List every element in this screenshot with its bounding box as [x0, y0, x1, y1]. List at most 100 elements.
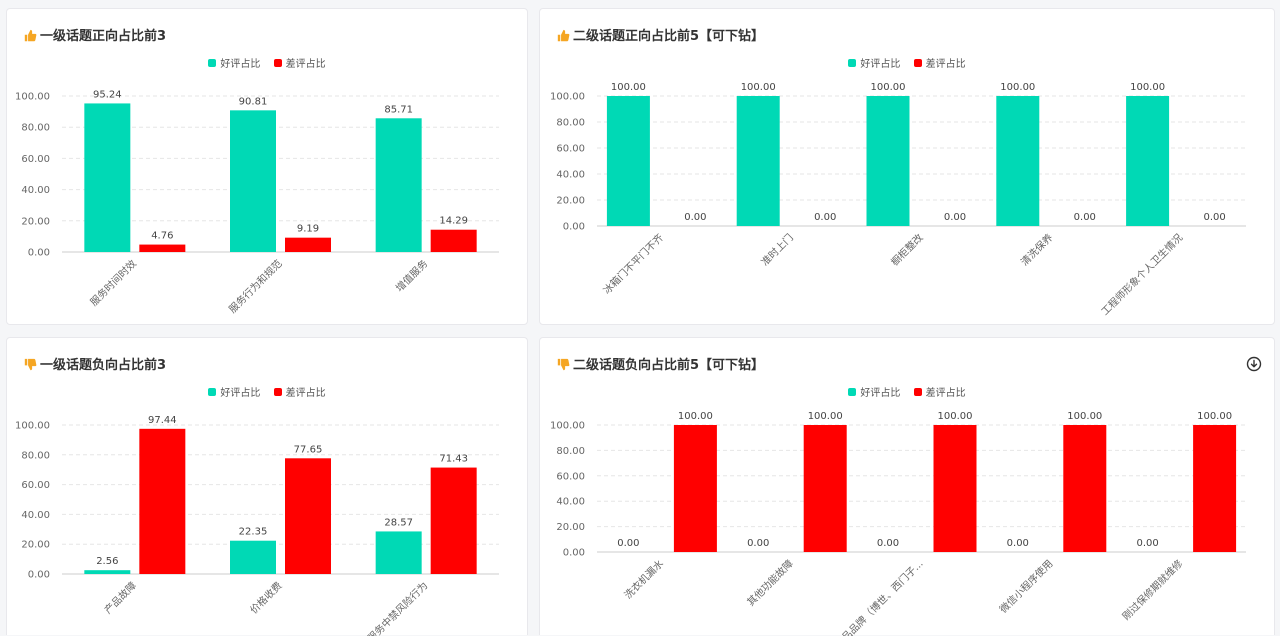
x-tick-label[interactable]: 冰箱门不平门不齐: [600, 231, 666, 297]
y-tick-label: 40.00: [21, 185, 50, 196]
data-label: 100.00: [871, 82, 906, 93]
bar-good[interactable]: [375, 531, 422, 574]
x-tick-label[interactable]: 工程师形象个人卫生情况: [1098, 231, 1185, 318]
y-tick-label: 20.00: [556, 522, 585, 533]
data-label: 0.00: [814, 212, 836, 223]
legend-swatch-bad: [273, 388, 282, 396]
chart-card-primary-positive: 一级话题正向占比前3 好评占比 差评占比 0.00 20.00 40.00 60.00…: [6, 8, 528, 325]
x-tick-label[interactable]: 准时上门: [758, 231, 795, 268]
y-tick-label: 100.00: [550, 421, 585, 432]
bar-chart: 0.00 20.00 40.00 60.00 80.00 100.00 0.00 100.00…: [550, 411, 1246, 636]
data-label: 28.57: [384, 517, 413, 528]
x-tick-label[interactable]: 洗衣机漏水: [621, 557, 666, 602]
y-tick-label: 100.00: [15, 92, 50, 103]
card-title: 一级话题负向占比前3: [24, 354, 166, 373]
chart-card-primary-negative: 一级话题负向占比前3 好评占比 差评占比 0.00 20.00 40.00 60.00…: [6, 337, 528, 636]
data-label: 14.29: [439, 216, 468, 227]
legend-item-good[interactable]: 好评占比: [208, 55, 260, 70]
x-tick-label[interactable]: 刚过保修期就维修: [1119, 557, 1185, 623]
y-tick-label: 40.00: [556, 170, 585, 181]
thumbs-up-icon: [24, 29, 37, 42]
legend-item-bad[interactable]: 差评占比: [913, 384, 966, 399]
bar-bad[interactable]: [139, 244, 186, 252]
x-tick-label[interactable]: 服务中禁风险行为: [365, 579, 431, 636]
bar-bad[interactable]: [430, 229, 477, 252]
data-label: 97.44: [148, 415, 177, 426]
x-tick-label[interactable]: 微信小程序使用: [997, 557, 1056, 616]
legend-item-bad[interactable]: 差评占比: [913, 55, 966, 70]
bar-good[interactable]: [606, 96, 650, 226]
legend-swatch-good: [208, 59, 217, 67]
card-title: 一级话题正向占比前3: [24, 25, 166, 44]
data-label: 4.76: [151, 231, 173, 242]
y-tick-label: 0.00: [28, 248, 50, 259]
x-tick-label[interactable]: 竞品品牌（博世、西门子...: [832, 557, 926, 636]
y-tick-label: 100.00: [15, 421, 50, 432]
y-tick-label: 20.00: [21, 540, 50, 551]
y-tick-label: 100.00: [550, 92, 585, 103]
card-title: 二级话题负向占比前5【可下钻】: [557, 354, 764, 373]
y-tick-label: 80.00: [21, 450, 50, 461]
legend-swatch-good: [848, 388, 857, 396]
y-tick-label: 0.00: [28, 570, 50, 581]
bar-bad[interactable]: [803, 425, 847, 552]
y-tick-label: 80.00: [556, 118, 585, 129]
x-tick-label[interactable]: 服务时间时效: [87, 257, 139, 309]
bar-good[interactable]: [736, 96, 780, 226]
y-tick-label: 0.00: [563, 548, 585, 559]
x-tick-label[interactable]: 服务行为和规范: [226, 257, 285, 316]
data-label: 0.00: [684, 212, 706, 223]
bar-bad[interactable]: [933, 425, 977, 552]
bar-good[interactable]: [996, 96, 1040, 226]
bar-bad[interactable]: [1063, 425, 1107, 552]
bar-good[interactable]: [230, 110, 276, 253]
y-tick-label: 0.00: [563, 222, 585, 233]
bar-good[interactable]: [84, 103, 131, 252]
legend-swatch-bad: [273, 59, 282, 67]
data-label: 71.43: [439, 454, 468, 465]
data-label: 22.35: [239, 527, 268, 538]
y-tick-label: 20.00: [21, 216, 50, 227]
legend-swatch-good: [848, 59, 857, 67]
data-label: 0.00: [1203, 212, 1225, 223]
bar-bad[interactable]: [285, 458, 331, 574]
bar-bad[interactable]: [1193, 425, 1237, 552]
data-label: 2.56: [96, 556, 118, 567]
legend-item-good[interactable]: 好评占比: [848, 55, 900, 70]
legend-swatch-bad: [913, 59, 922, 67]
legend-item-bad[interactable]: 差评占比: [273, 384, 326, 399]
bar-good[interactable]: [230, 540, 276, 574]
x-tick-label[interactable]: 增值服务: [393, 257, 430, 294]
bar-bad[interactable]: [430, 467, 477, 574]
bar-good[interactable]: [84, 570, 131, 574]
bar-bad[interactable]: [139, 428, 186, 574]
bar-bad[interactable]: [673, 425, 717, 552]
y-tick-label: 60.00: [21, 480, 50, 491]
legend-item-bad[interactable]: 差评占比: [273, 55, 326, 70]
data-label: 90.81: [239, 96, 268, 107]
chart-legend: 好评占比 差评占比: [7, 384, 527, 399]
legend-item-good[interactable]: 好评占比: [208, 384, 260, 399]
data-label: 9.19: [297, 224, 319, 235]
bar-bad[interactable]: [285, 237, 331, 252]
bar-chart: 0.00 20.00 40.00 60.00 80.00 100.00 100.00 0.00…: [550, 82, 1246, 318]
download-cloud-icon[interactable]: [1246, 356, 1262, 372]
legend-item-good[interactable]: 好评占比: [848, 384, 900, 399]
bar-good[interactable]: [375, 118, 422, 253]
data-label: 0.00: [1007, 538, 1029, 549]
thumbs-down-icon: [557, 358, 570, 371]
x-tick-label[interactable]: 清洗保养: [1018, 231, 1055, 268]
x-tick-label[interactable]: 产品故障: [101, 579, 138, 616]
bar-chart: 0.00 20.00 40.00 60.00 80.00 100.00 95.24 4.76 服…: [15, 89, 499, 316]
bar-good[interactable]: [1126, 96, 1170, 226]
data-label: 100.00: [1000, 82, 1035, 93]
chart-card-secondary-positive: 二级话题正向占比前5【可下钻】 好评占比 差评占比 0.00 20.00 40.00…: [539, 8, 1275, 325]
bar-good[interactable]: [866, 96, 910, 226]
data-label: 100.00: [611, 82, 646, 93]
x-tick-label[interactable]: 橱柜整改: [888, 231, 925, 268]
data-label: 100.00: [741, 82, 776, 93]
x-tick-label[interactable]: 价格收费: [247, 579, 284, 616]
x-tick-label[interactable]: 其他功能故障: [744, 557, 796, 609]
legend-swatch-good: [208, 388, 217, 396]
data-label: 100.00: [678, 411, 713, 422]
